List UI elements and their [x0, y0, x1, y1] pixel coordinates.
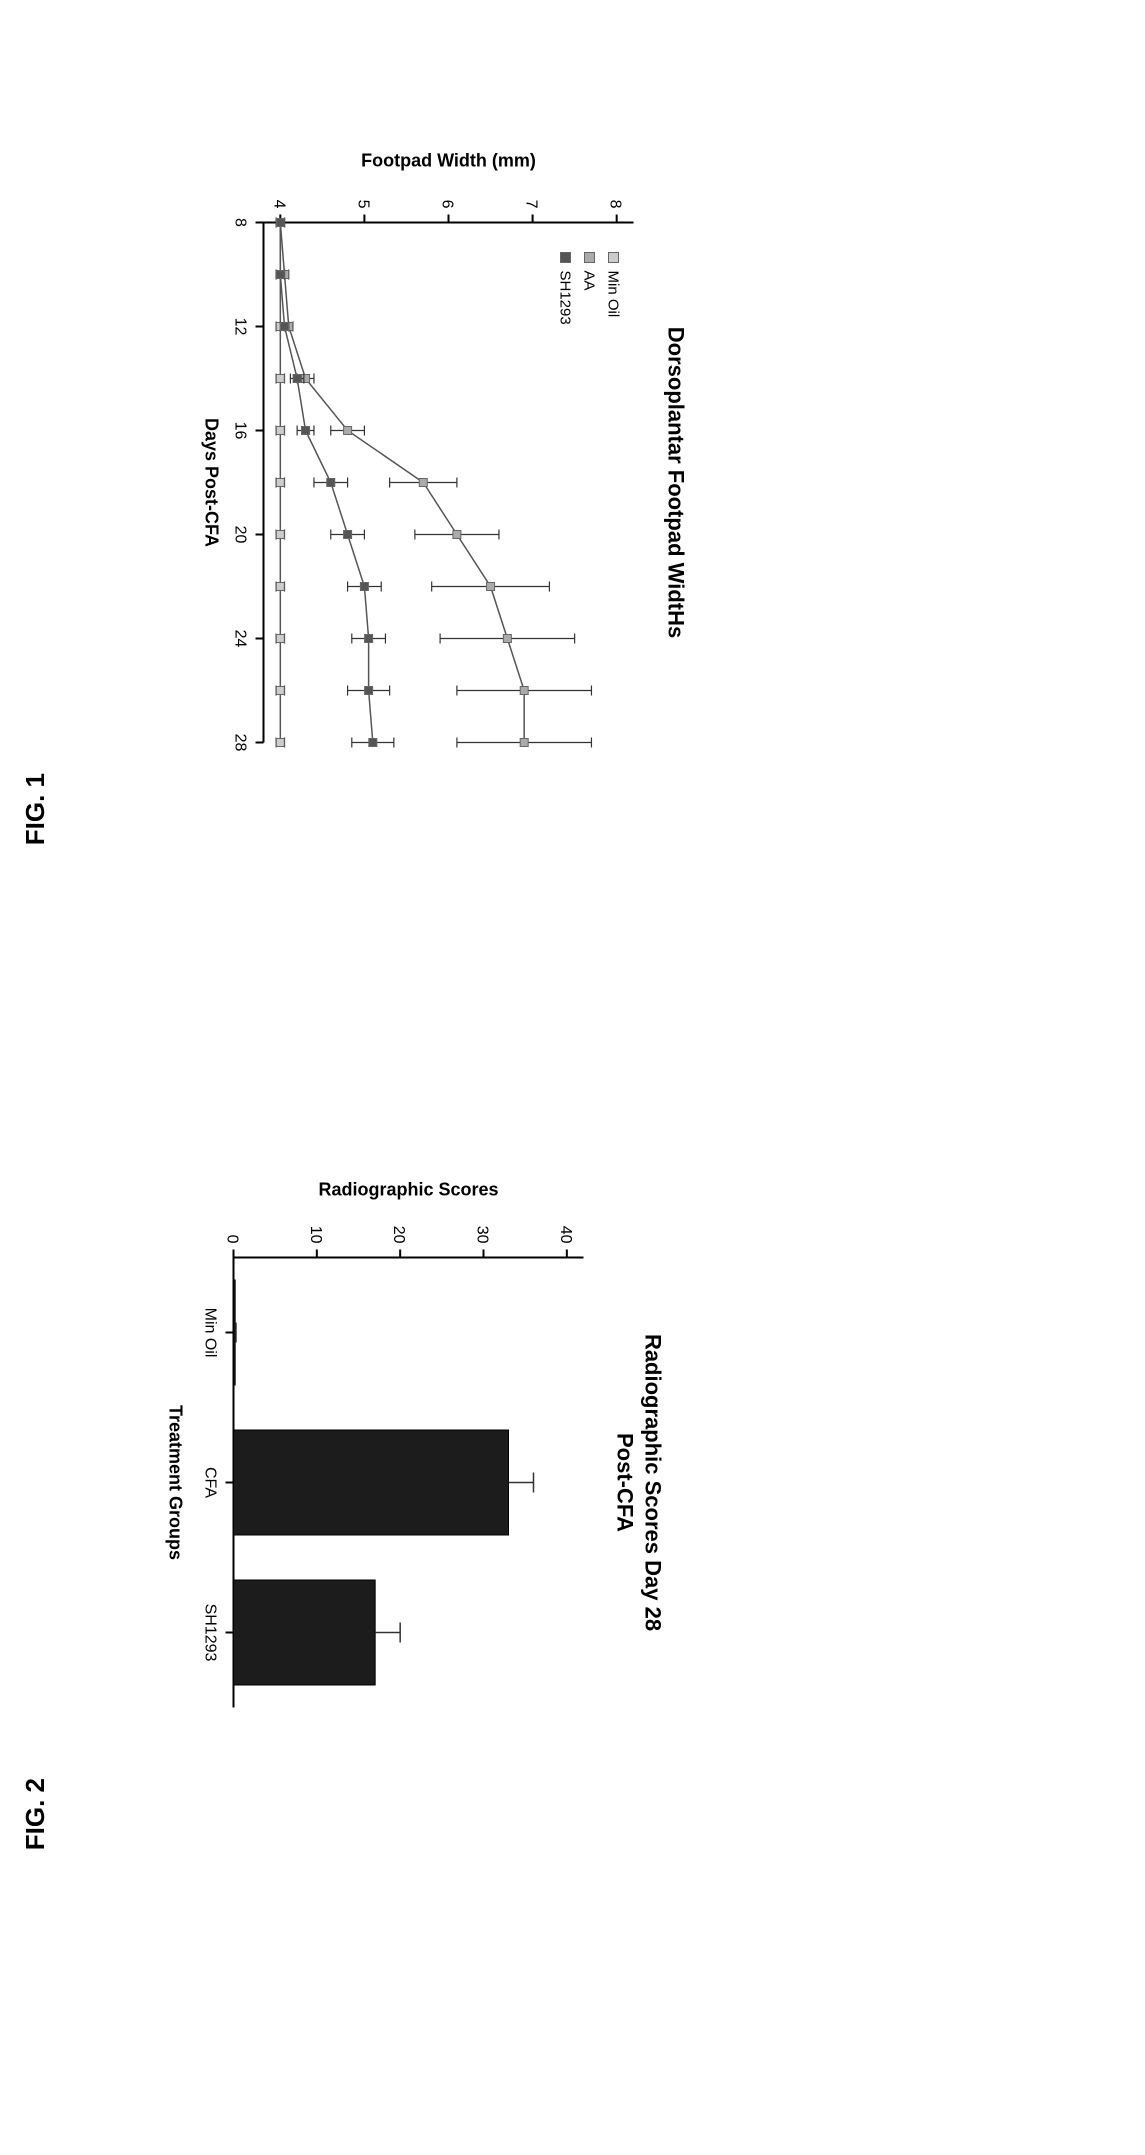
fig1-marker [281, 323, 289, 331]
fig1-ytick-label: 6 [439, 200, 456, 209]
fig1-legend-label: SH1293 [557, 271, 574, 325]
fig1-xtick-label: 24 [232, 630, 249, 648]
fig1-marker [365, 635, 373, 643]
fig1-ytick-label: 4 [270, 200, 287, 209]
fig1-marker [276, 427, 284, 435]
fig2-ytick-label: 20 [390, 1226, 407, 1244]
fig1-chart: Dorsoplantar Footpad WidtHs 8 12 16 20 24 28 4 5… [194, 143, 694, 763]
fig1-marker [419, 479, 427, 487]
fig1-ytick-label: 8 [607, 200, 624, 209]
fig2-ytick-label: 40 [557, 1226, 574, 1244]
figure-1-block: FIG. 1 Dorsoplantar Footpad WidtHs 8 12 16 2… [20, 20, 1125, 885]
fig1-marker [360, 583, 368, 591]
fig2-xlabel: Treatment Groups [166, 1405, 186, 1560]
fig1-marker [520, 739, 528, 747]
fig1-marker [276, 583, 284, 591]
fig1-xtick-label: 20 [232, 526, 249, 544]
fig1-marker [276, 635, 284, 643]
fig1-xlabel: Days Post-CFA [202, 418, 222, 547]
fig1-marker [344, 531, 352, 539]
fig1-marker [503, 635, 511, 643]
fig1-marker [276, 375, 284, 383]
fig1-marker [453, 531, 461, 539]
fig2-bar [234, 1580, 376, 1685]
fig1-xtick-label: 28 [232, 734, 249, 752]
fig1-legend-marker [585, 253, 595, 263]
fig1-ytick-label: 5 [354, 200, 371, 209]
fig2-chart: Radiographic Scores Day 28Post-CFA 0 10 20 3… [154, 1168, 674, 1728]
fig2-bar [234, 1280, 236, 1385]
fig1-marker [276, 219, 284, 227]
fig1-xtick-label: 8 [232, 218, 249, 227]
fig2-ytick-label: 30 [474, 1226, 491, 1244]
fig2-xtick-label: CFA [202, 1467, 219, 1498]
fig2-ytick-label: 0 [224, 1235, 241, 1244]
fig1-title: Dorsoplantar Footpad WidtHs [664, 327, 689, 638]
fig2-title-line2: Post-CFA [613, 1433, 638, 1532]
fig2-ytick-label: 10 [307, 1226, 324, 1244]
fig2-bar [234, 1430, 509, 1535]
fig1-legend-label: AA [581, 271, 598, 291]
fig1-label: FIG. 1 [20, 773, 51, 845]
fig1-marker [276, 271, 284, 279]
figure-2-block: FIG. 2 Radiographic Scores Day 28Post-CF… [20, 1005, 1125, 1890]
fig1-legend-marker [561, 253, 571, 263]
fig1-marker [365, 687, 373, 695]
fig2-chart-wrap: Radiographic Scores Day 28Post-CFA 0 10 20 3… [149, 1168, 674, 1728]
fig1-legend-marker [609, 253, 619, 263]
fig1-xtick-label: 12 [232, 318, 249, 336]
fig1-ylabel: Footpad Width (mm) [361, 151, 536, 171]
fig1-marker [327, 479, 335, 487]
fig2-xtick-label: SH1293 [202, 1604, 219, 1662]
fig1-legend-label: Min Oil [605, 271, 622, 318]
fig1-marker [520, 687, 528, 695]
fig2-xtick-label: Min Oil [202, 1308, 219, 1358]
fig1-ytick-label: 7 [523, 200, 540, 209]
fig1-marker [276, 479, 284, 487]
fig1-marker [293, 375, 301, 383]
fig1-marker [344, 427, 352, 435]
fig2-title-line1: Radiographic Scores Day 28 [641, 1334, 666, 1631]
fig1-marker [276, 531, 284, 539]
fig1-chart-wrap: Dorsoplantar Footpad WidtHs 8 12 16 20 24 28 4 5… [189, 143, 694, 763]
fig1-marker [487, 583, 495, 591]
fig1-marker [276, 739, 284, 747]
fig2-label: FIG. 2 [20, 1778, 51, 1850]
fig1-xtick-label: 16 [232, 422, 249, 440]
fig2-ylabel: Radiographic Scores [318, 1180, 498, 1200]
fig1-marker [302, 427, 310, 435]
fig1-marker [369, 739, 377, 747]
fig1-marker [276, 687, 284, 695]
